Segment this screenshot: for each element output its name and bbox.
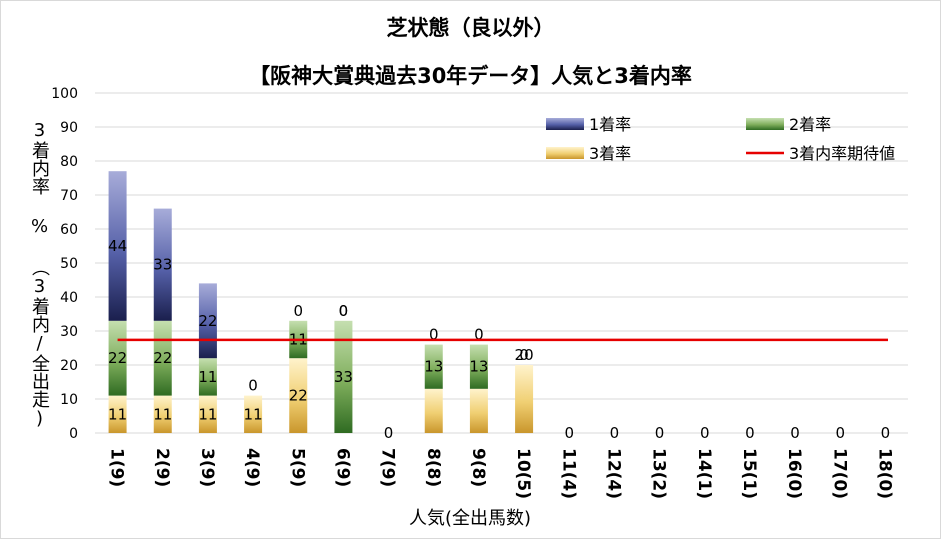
x-tick-label: 16(0) bbox=[784, 448, 804, 499]
x-tick-label: 14(1) bbox=[694, 448, 714, 499]
data-label: 11 bbox=[153, 405, 172, 423]
legend-2nd-rate: 2着率 bbox=[789, 115, 831, 134]
data-label: 22 bbox=[289, 387, 308, 405]
data-label: 0 bbox=[248, 377, 258, 395]
y-tick-label: 90 bbox=[60, 120, 78, 136]
bar-2nd-rate bbox=[424, 344, 443, 389]
y-tick-label: 10 bbox=[60, 392, 78, 408]
bar-3rd-rate bbox=[289, 358, 308, 433]
y-tick-label: 30 bbox=[60, 324, 78, 340]
y-tick-label: 0 bbox=[69, 426, 78, 442]
data-label: 0 bbox=[655, 424, 665, 442]
data-label: 0 bbox=[700, 424, 710, 442]
x-tick-label: 4(9) bbox=[242, 448, 262, 487]
y-tick-label: 40 bbox=[60, 290, 78, 306]
y-tick-label: 50 bbox=[60, 256, 78, 272]
data-label: 20 bbox=[515, 346, 534, 364]
bar-1st-rate bbox=[108, 171, 127, 321]
bar-3rd-rate bbox=[515, 365, 534, 433]
data-label: 0 bbox=[384, 424, 394, 442]
x-tick-label: 18(0) bbox=[874, 448, 894, 499]
x-tick-label: 13(2) bbox=[649, 448, 669, 499]
data-label: 0 bbox=[339, 302, 349, 320]
x-tick-label: 3(9) bbox=[197, 448, 217, 487]
x-tick-label: 8(8) bbox=[423, 448, 443, 487]
y-tick-label: 60 bbox=[60, 222, 78, 238]
data-label: 22 bbox=[153, 349, 172, 367]
data-label: 33 bbox=[334, 368, 353, 386]
data-label: 13 bbox=[469, 358, 488, 376]
bar-3rd-rate bbox=[424, 388, 443, 433]
x-tick-label: 15(1) bbox=[739, 448, 759, 499]
legend-3rd-rate-swatch bbox=[546, 147, 584, 159]
data-label: 11 bbox=[244, 405, 263, 423]
bar-3rd-rate bbox=[153, 395, 172, 433]
data-label: 0 bbox=[339, 302, 349, 320]
x-tick-label: 7(9) bbox=[378, 448, 398, 487]
data-label: 11 bbox=[198, 405, 217, 423]
x-tick-label: 1(9) bbox=[107, 448, 127, 487]
legend-expected-line: 3着内率期待値 bbox=[789, 144, 895, 163]
data-label: 0 bbox=[293, 302, 303, 320]
data-label: 11 bbox=[198, 368, 217, 386]
data-label: 0 bbox=[474, 326, 484, 344]
y-tick-label: 70 bbox=[60, 188, 78, 204]
data-label: 0 bbox=[519, 346, 529, 364]
legend-1st-rate: 1着率 bbox=[589, 115, 631, 134]
data-label: 0 bbox=[745, 424, 755, 442]
chart-title: 芝状態（良以外） bbox=[386, 16, 555, 40]
data-label: 33 bbox=[153, 256, 172, 274]
bar-3rd-rate bbox=[108, 395, 127, 433]
y-tick-label: 80 bbox=[60, 154, 78, 170]
data-label: 22 bbox=[198, 312, 217, 330]
x-tick-label: 2(9) bbox=[152, 448, 172, 487]
bar-2nd-rate bbox=[334, 320, 353, 433]
legend-3rd-rate: 3着率 bbox=[589, 144, 631, 163]
x-tick-label: 5(9) bbox=[287, 448, 307, 487]
bar-3rd-rate bbox=[469, 388, 488, 433]
x-tick-label: 12(4) bbox=[603, 448, 623, 499]
data-label: 22 bbox=[108, 349, 127, 367]
data-label: 0 bbox=[835, 424, 845, 442]
data-label: 44 bbox=[108, 237, 127, 255]
bar-2nd-rate bbox=[198, 358, 217, 396]
x-tick-label: 11(4) bbox=[558, 448, 578, 499]
data-label: 13 bbox=[424, 358, 443, 376]
x-tick-label: 10(5) bbox=[513, 448, 533, 499]
data-label: 0 bbox=[790, 424, 800, 442]
chart-subtitle: 【阪神大賞典過去30年データ】人気と3着内率 bbox=[249, 64, 692, 88]
y-tick-label: 100 bbox=[51, 86, 78, 102]
bar-3rd-rate bbox=[244, 395, 263, 433]
x-tick-label: 17(0) bbox=[829, 448, 849, 499]
legend-1st-rate-swatch bbox=[546, 118, 584, 130]
y-tick-label: 20 bbox=[60, 358, 78, 374]
y-axis-title: 3着内率 % （3着内/全出走) bbox=[29, 120, 50, 429]
data-label: 0 bbox=[610, 424, 620, 442]
bar-3rd-rate bbox=[198, 395, 217, 433]
bar-2nd-rate bbox=[469, 344, 488, 389]
legend-2nd-rate-swatch bbox=[746, 118, 784, 130]
data-label: 11 bbox=[108, 405, 127, 423]
data-label: 0 bbox=[881, 424, 891, 442]
x-axis-title: 人気(全出馬数) bbox=[408, 508, 532, 529]
bar-1st-rate bbox=[153, 208, 172, 321]
x-tick-label: 6(9) bbox=[332, 448, 352, 487]
data-label: 0 bbox=[564, 424, 574, 442]
data-label: 0 bbox=[429, 326, 439, 344]
x-tick-label: 9(8) bbox=[468, 448, 488, 487]
